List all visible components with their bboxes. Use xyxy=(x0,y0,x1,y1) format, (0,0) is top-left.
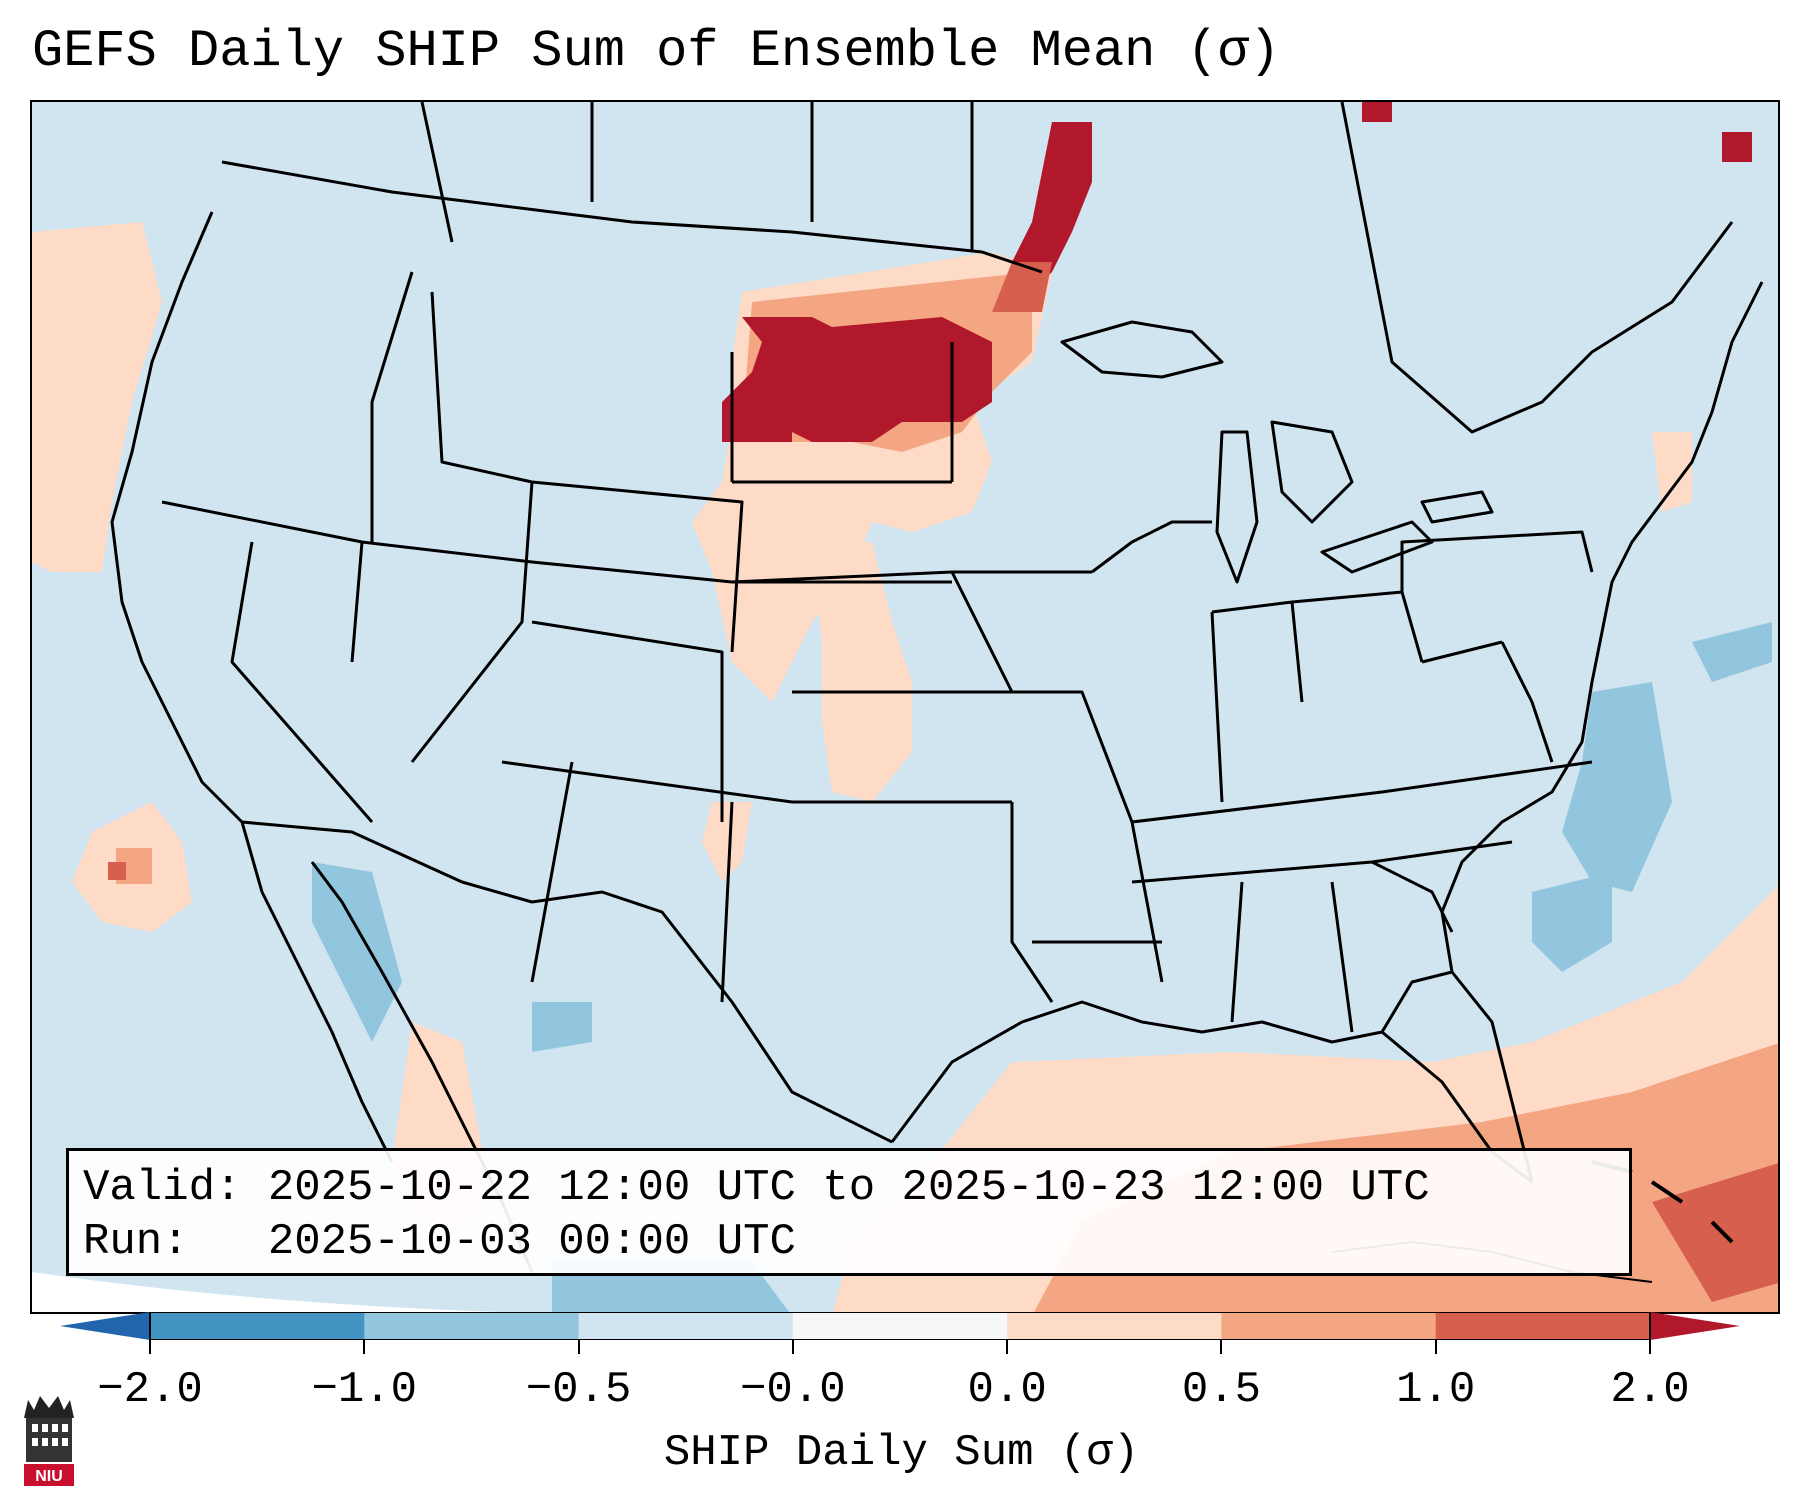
state-lines-east xyxy=(1091,520,1594,1033)
colorbar-tick-label: −1.0 xyxy=(311,1365,418,1415)
colorbar-tick-label: 0.0 xyxy=(967,1365,1047,1415)
anomaly-canada-ne xyxy=(1722,132,1752,162)
anomaly-atlantic-negative-south xyxy=(1532,872,1612,972)
colorbar-tick-mark xyxy=(1649,1340,1651,1354)
lake-ontario xyxy=(1420,490,1494,524)
anomaly-canada-streak-mid xyxy=(992,262,1052,312)
colorbar-tick-label: 2.0 xyxy=(1610,1365,1690,1415)
colorbar-segment xyxy=(364,1312,580,1340)
colorbar-tick-mark xyxy=(149,1340,151,1354)
colorbar-tick-label: 0.5 xyxy=(1181,1365,1262,1415)
anomaly-new-england xyxy=(1652,432,1692,512)
colorbar-segment xyxy=(578,1312,794,1340)
map-panel xyxy=(30,100,1780,1314)
pacific-coast xyxy=(110,211,264,893)
anomaly-baja-negative xyxy=(312,862,402,1042)
colorbar-under-arrow xyxy=(60,1312,150,1340)
anomaly-colorado-front xyxy=(702,802,752,882)
map-svg xyxy=(32,102,1778,1312)
us-canada-border xyxy=(221,160,1043,274)
colorbar-segment xyxy=(792,1312,1008,1340)
valid-run-info-box: Valid: 2025-10-22 12:00 UTC to 2025-10-2… xyxy=(66,1148,1632,1276)
state-lines-central xyxy=(730,342,1164,1003)
anomaly-atlantic-negative xyxy=(1562,682,1672,892)
colorbar-outline xyxy=(149,1312,1651,1340)
anomaly-pacific-island-core xyxy=(108,862,126,880)
run-time-line: Run: 2025-10-03 00:00 UTC xyxy=(83,1217,796,1267)
valid-time-line: Valid: 2025-10-22 12:00 UTC to 2025-10-2… xyxy=(83,1163,1430,1213)
anomaly-pacific-positive xyxy=(32,222,162,572)
colorbar-title: SHIP Daily Sum (σ) xyxy=(663,1428,1140,1478)
lake-michigan xyxy=(1215,430,1259,584)
anomaly-fields xyxy=(32,102,1778,1312)
colorbar-tick-label: −0.0 xyxy=(740,1365,846,1415)
colorbar-segments xyxy=(150,1312,1651,1340)
map-title: GEFS Daily SHIP Sum of Ensemble Mean (σ) xyxy=(32,22,1281,81)
canada-provinces xyxy=(420,102,1734,434)
lake-huron xyxy=(1270,420,1354,524)
colorbar-segment xyxy=(1435,1312,1651,1340)
florida-coast xyxy=(1380,970,1534,1183)
boundaries xyxy=(110,102,1764,1283)
colorbar-tick-mark xyxy=(791,1340,794,1354)
anomaly-canada-top xyxy=(1362,102,1392,122)
colorbar-over-arrow xyxy=(1650,1312,1740,1340)
projection-edge-bottom-left xyxy=(32,1272,501,1312)
anomaly-plains-core-west xyxy=(722,402,792,442)
anomaly-mexico-negative xyxy=(532,1002,592,1052)
anomaly-caribbean-core xyxy=(1652,1163,1778,1302)
logo-text: NIU xyxy=(35,1468,63,1485)
colorbar-segment xyxy=(1221,1312,1437,1340)
colorbar-tick-mark xyxy=(363,1340,366,1354)
state-lines-west xyxy=(161,271,1092,1003)
colorbar-tick-mark xyxy=(1006,1340,1009,1354)
anomaly-central-plains xyxy=(812,542,912,802)
niu-logo-icon: NIU xyxy=(24,1396,74,1486)
colorbar-segment xyxy=(1007,1312,1222,1340)
colorbar-tick-mark xyxy=(1220,1340,1223,1354)
colorbar-tick-mark xyxy=(1434,1340,1437,1354)
gulf-coast xyxy=(890,1000,1533,1184)
colorbar-segment xyxy=(150,1312,365,1340)
baja-coast xyxy=(260,891,394,1163)
colorbar xyxy=(60,1312,1740,1340)
us-mexico-border xyxy=(241,820,893,1144)
colorbar-tick-label: 1.0 xyxy=(1396,1365,1476,1415)
anomaly-canada-streak xyxy=(1012,122,1092,302)
lake-erie xyxy=(1320,520,1434,574)
colorbar-tick-mark xyxy=(577,1340,580,1354)
lake-superior xyxy=(1060,320,1224,379)
colorbar-tick-label: −0.5 xyxy=(525,1365,632,1415)
anomaly-atlantic-negative-east xyxy=(1692,622,1772,682)
colorbar-tick-label: −2.0 xyxy=(97,1365,203,1415)
